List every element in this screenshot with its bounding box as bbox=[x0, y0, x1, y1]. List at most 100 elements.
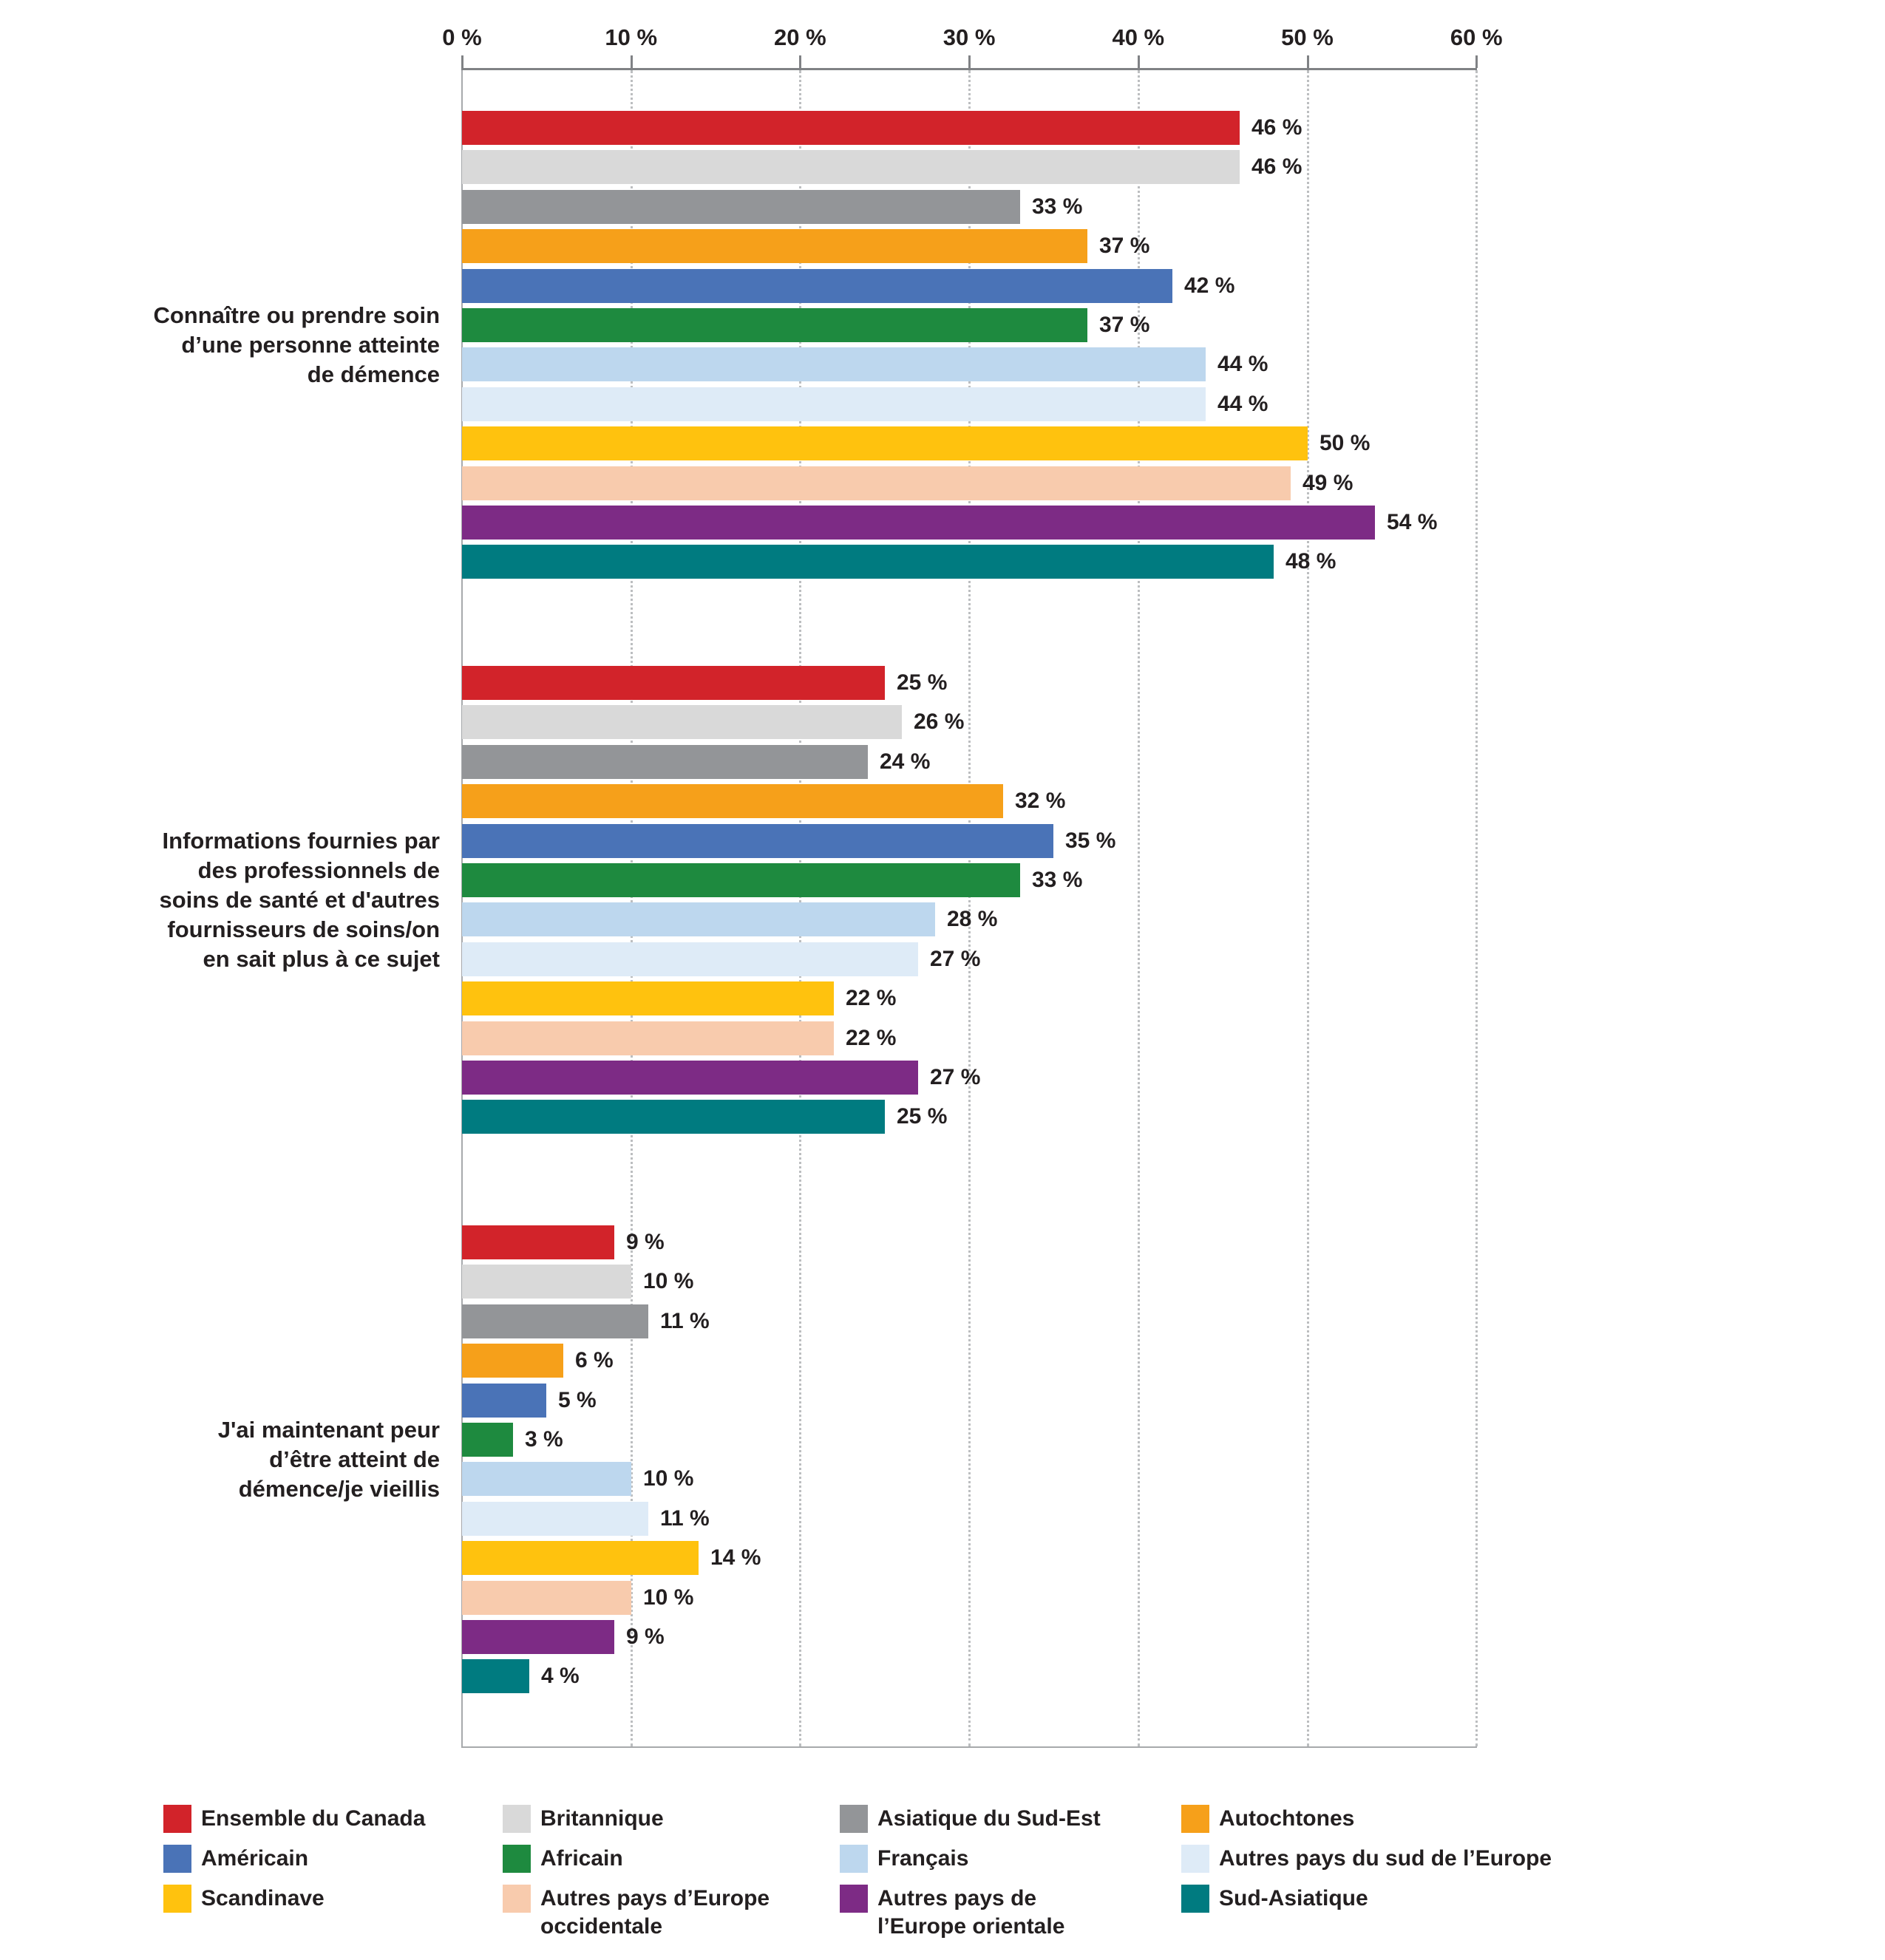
bar-value-label: 26 % bbox=[914, 710, 965, 734]
bar-value-label: 46 % bbox=[1251, 154, 1302, 179]
legend-swatch bbox=[1181, 1885, 1209, 1913]
legend-item: Africain bbox=[503, 1845, 623, 1873]
legend-item: Sud-Asiatique bbox=[1181, 1885, 1368, 1913]
bar-value-label: 27 % bbox=[930, 947, 981, 971]
bar bbox=[462, 1344, 563, 1378]
bar-value-label: 44 % bbox=[1217, 352, 1268, 376]
bar-value-label: 10 % bbox=[643, 1585, 694, 1610]
gridline bbox=[1475, 70, 1478, 1746]
bar-value-label: 35 % bbox=[1065, 828, 1116, 853]
bar bbox=[462, 506, 1375, 540]
bar-value-label: 11 % bbox=[660, 1506, 710, 1531]
bar bbox=[462, 705, 902, 739]
bar bbox=[462, 111, 1240, 145]
legend-label: Asiatique du Sud-Est bbox=[877, 1806, 1101, 1831]
bar-value-label: 46 % bbox=[1251, 115, 1302, 140]
legend-item: Asiatique du Sud-Est bbox=[840, 1805, 1101, 1833]
legend-label: Africain bbox=[540, 1846, 623, 1871]
bar-value-label: 25 % bbox=[897, 670, 948, 695]
legend-swatch bbox=[163, 1805, 191, 1833]
bar bbox=[462, 1384, 546, 1418]
x-axis-tick-mark bbox=[1306, 55, 1309, 68]
legend-item: Ensemble du Canada bbox=[163, 1805, 425, 1833]
bar bbox=[462, 308, 1087, 342]
bar-value-label: 9 % bbox=[626, 1624, 665, 1649]
bar bbox=[462, 426, 1308, 460]
legend-label: Autochtones bbox=[1219, 1806, 1355, 1831]
bar-value-label: 5 % bbox=[558, 1388, 597, 1412]
x-axis-tick-mark bbox=[1475, 55, 1478, 68]
legend-label: Américain bbox=[201, 1846, 309, 1871]
legend-label: Ensemble du Canada bbox=[201, 1806, 426, 1831]
x-axis-tick-mark bbox=[799, 55, 802, 68]
bar bbox=[462, 1304, 648, 1338]
bar bbox=[462, 863, 1020, 897]
legend-label: Scandinave bbox=[201, 1886, 325, 1910]
bar-value-label: 10 % bbox=[643, 1466, 694, 1491]
legend-swatch bbox=[840, 1805, 868, 1833]
bar bbox=[462, 269, 1172, 303]
x-axis-line bbox=[461, 68, 1478, 70]
legend-label: Autres pays d’Europe occidentale bbox=[540, 1886, 770, 1939]
legend-item: Américain bbox=[163, 1845, 308, 1873]
bar-value-label: 49 % bbox=[1302, 471, 1354, 495]
legend-item: Autochtones bbox=[1181, 1805, 1354, 1833]
bar bbox=[462, 229, 1087, 263]
bar-value-label: 33 % bbox=[1032, 868, 1083, 892]
bar-value-label: 48 % bbox=[1285, 549, 1337, 574]
legend-label: Autres pays de l’Europe orientale bbox=[877, 1886, 1065, 1939]
bar bbox=[462, 1581, 631, 1615]
bar-value-label: 22 % bbox=[846, 1026, 897, 1050]
x-axis-tick-label: 30 % bbox=[942, 24, 996, 50]
legend-item: Autres pays de l’Europe orientale bbox=[840, 1885, 1129, 1941]
legend-item: Autres pays d’Europe occidentale bbox=[503, 1885, 784, 1941]
bar bbox=[462, 1462, 631, 1496]
legend-item: Autres pays du sud de l’Europe bbox=[1181, 1845, 1552, 1873]
bar bbox=[462, 942, 918, 976]
bar-value-label: 6 % bbox=[575, 1348, 614, 1372]
legend-label: Français bbox=[877, 1846, 969, 1871]
bar bbox=[462, 466, 1291, 500]
legend-label: Sud-Asiatique bbox=[1219, 1886, 1368, 1910]
bar bbox=[462, 784, 1003, 818]
bar bbox=[462, 745, 868, 779]
legend-swatch bbox=[503, 1805, 531, 1833]
legend-swatch bbox=[840, 1885, 868, 1913]
x-axis-tick-label: 10 % bbox=[605, 24, 658, 50]
bar bbox=[462, 150, 1240, 184]
legend-swatch bbox=[503, 1845, 531, 1873]
bar bbox=[462, 981, 834, 1015]
legend-swatch bbox=[163, 1885, 191, 1913]
bar-value-label: 33 % bbox=[1032, 194, 1083, 219]
bar-value-label: 9 % bbox=[626, 1230, 665, 1254]
bar-value-label: 10 % bbox=[643, 1269, 694, 1293]
bar-value-label: 42 % bbox=[1184, 273, 1235, 298]
x-axis-tick-mark bbox=[461, 55, 463, 68]
bar-value-label: 4 % bbox=[541, 1664, 580, 1688]
bar bbox=[462, 387, 1206, 421]
x-axis-tick-label: 20 % bbox=[774, 24, 826, 50]
legend-swatch bbox=[163, 1845, 191, 1873]
bar bbox=[462, 1541, 699, 1575]
group-label: Connaître ou prendre soin d’une personne… bbox=[153, 302, 440, 387]
bar bbox=[462, 1423, 513, 1457]
legend-item: Français bbox=[840, 1845, 968, 1873]
bar bbox=[462, 1265, 631, 1299]
legend-swatch bbox=[1181, 1805, 1209, 1833]
bar-value-label: 28 % bbox=[947, 907, 998, 931]
group-label: Informations fournies par des profession… bbox=[159, 827, 441, 972]
bar bbox=[462, 1021, 834, 1055]
group-label: J'ai maintenant peur d’être atteint de d… bbox=[217, 1416, 440, 1502]
bar bbox=[462, 190, 1020, 224]
bar bbox=[462, 1225, 614, 1259]
gridline bbox=[1306, 70, 1309, 1746]
plot-bottom-border bbox=[461, 1746, 1478, 1748]
bar bbox=[462, 1659, 529, 1693]
bar-value-label: 37 % bbox=[1099, 313, 1150, 337]
legend-swatch bbox=[840, 1845, 868, 1873]
bar-value-label: 37 % bbox=[1099, 234, 1150, 258]
x-axis-tick-mark bbox=[968, 55, 971, 68]
bar-value-label: 14 % bbox=[710, 1545, 761, 1570]
bar-value-label: 3 % bbox=[525, 1427, 563, 1452]
legend-swatch bbox=[503, 1885, 531, 1913]
